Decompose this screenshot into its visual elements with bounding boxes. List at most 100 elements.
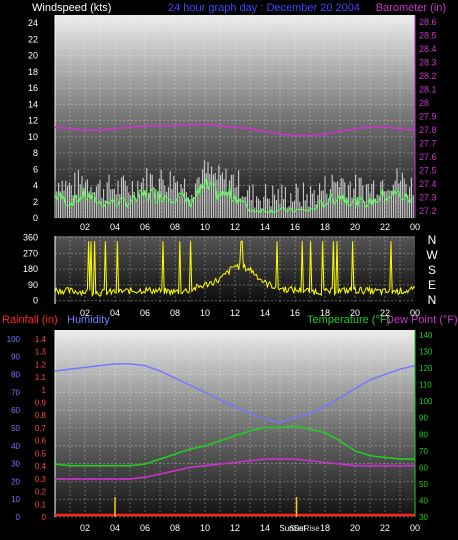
- windspeed-tick-label: 20: [28, 51, 38, 61]
- middle-x-tick-label: 10: [200, 308, 210, 318]
- temperature-tick-label: 120: [419, 364, 433, 373]
- rainfall-tick-label: 0.2: [35, 488, 47, 497]
- humidity-axis-title: Humidity: [67, 314, 110, 326]
- windspeed-axis-title: Windspeed (kts): [32, 2, 111, 14]
- temperature-line: [54, 425, 415, 467]
- bottom-x-tick-label: 12: [230, 523, 240, 533]
- windspeed-tick-label: 8: [33, 148, 38, 158]
- rainfall-tick-label: 1.1: [35, 373, 47, 382]
- humidity-tick-label: 80: [11, 371, 20, 380]
- compass-label: S: [428, 263, 436, 277]
- bottom-x-tick-label: 14: [260, 523, 270, 533]
- wind-direction-line: [54, 240, 416, 298]
- top-x-tick-label: 08: [170, 222, 180, 232]
- middle-x-tick-label: 04: [110, 308, 120, 318]
- humidity-tick-label: 50: [11, 424, 20, 433]
- middle-x-tick-label: 08: [170, 308, 180, 318]
- bottom-x-tick-label: 04: [110, 523, 120, 533]
- humidity-tick-label: 40: [11, 442, 20, 451]
- top-x-tick-label: 12: [230, 222, 240, 232]
- rainfall-tick-label: 0.9: [35, 399, 47, 408]
- barometer-axis-title: Barometer (in): [376, 2, 446, 14]
- top-plot-area: [55, 15, 415, 218]
- bottom-plot-area: [55, 330, 415, 517]
- middle-x-tick-label: 12: [230, 308, 240, 318]
- temperature-tick-label: 80: [419, 430, 428, 439]
- wind-average-line: [54, 177, 414, 215]
- top-x-tick-label: 20: [350, 222, 360, 232]
- temperature-tick-label: 100: [419, 397, 433, 406]
- direction-tick-label: 180: [23, 264, 38, 274]
- middle-x-tick-label: 16: [290, 308, 300, 318]
- bottom-x-tick-label: 02: [80, 523, 90, 533]
- rainfall-tick-label: 0: [42, 513, 47, 522]
- bottom-x-tick-label: 10: [200, 523, 210, 533]
- rainfall-tick-label: 0.1: [35, 500, 47, 509]
- humidity-tick-label: 100: [7, 335, 21, 344]
- middle-x-tick-label: 14: [260, 308, 270, 318]
- humidity-tick-label: 30: [11, 460, 20, 469]
- top-x-tick-label: 10: [200, 222, 210, 232]
- windspeed-tick-label: 0: [33, 213, 38, 223]
- sunset-label: SunSet: [279, 524, 306, 533]
- middle-x-tick-label: 02: [80, 308, 90, 318]
- windspeed-tick-label: 14: [28, 99, 38, 109]
- windspeed-tick-label: 2: [33, 197, 38, 207]
- bottom-x-tick-label: 20: [350, 523, 360, 533]
- temperature-tick-label: 60: [419, 463, 428, 472]
- bottom-x-tick-label: 06: [140, 523, 150, 533]
- barometer-tick-label: 28.2: [419, 71, 437, 81]
- dewpoint-axis-title: Dew Point (°F): [386, 314, 458, 326]
- barometer-tick-label: 28: [419, 98, 429, 108]
- direction-tick-label: 90: [28, 280, 38, 290]
- top-x-tick-label: 16: [290, 222, 300, 232]
- windspeed-tick-label: 18: [28, 67, 38, 77]
- bottom-x-tick-label: 00: [410, 523, 420, 533]
- temperature-tick-label: 70: [419, 447, 428, 456]
- middle-x-tick-label: 22: [380, 308, 390, 318]
- humidity-tick-label: 60: [11, 406, 20, 415]
- temperature-axis-title: Temperature (°F): [307, 314, 390, 326]
- compass-label: N: [428, 233, 437, 247]
- temperature-tick-label: 30: [419, 513, 428, 522]
- top-x-tick-label: 04: [110, 222, 120, 232]
- rainfall-tick-label: 0.7: [35, 424, 47, 433]
- compass-label: N: [428, 293, 437, 307]
- barometer-tick-label: 27.5: [419, 166, 437, 176]
- rainfall-tick-label: 1: [42, 386, 47, 395]
- windspeed-tick-label: 16: [28, 83, 38, 93]
- rainfall-axis-title: Rainfall (in): [2, 314, 58, 326]
- middle-x-tick-label: 20: [350, 308, 360, 318]
- compass-label: E: [428, 278, 436, 292]
- barometer-tick-label: 28.3: [419, 57, 437, 67]
- humidity-tick-label: 70: [11, 388, 20, 397]
- temperature-tick-label: 40: [419, 496, 428, 505]
- rainfall-tick-label: 0.8: [35, 411, 47, 420]
- rainfall-tick-label: 1.2: [35, 360, 47, 369]
- rainfall-tick-label: 1.4: [35, 335, 47, 344]
- direction-tick-label: 0: [33, 296, 38, 306]
- direction-tick-label: 270: [23, 248, 38, 258]
- direction-tick-label: 360: [23, 233, 38, 243]
- bottom-x-tick-label: 08: [170, 523, 180, 533]
- barometer-line: [54, 123, 416, 137]
- middle-x-tick-label: 06: [140, 308, 150, 318]
- top-x-tick-label: 00: [410, 222, 420, 232]
- top-x-tick-label: 18: [320, 222, 330, 232]
- dewpoint-line: [55, 458, 415, 480]
- top-x-tick-label: 14: [260, 222, 270, 232]
- humidity-tick-label: 20: [11, 477, 20, 486]
- barometer-tick-label: 27.4: [419, 179, 437, 189]
- barometer-tick-label: 27.7: [419, 139, 437, 149]
- chart-title: 24 hour graph day : December 20 2004: [168, 2, 360, 14]
- barometer-tick-label: 27.9: [419, 112, 437, 122]
- humidity-line: [54, 363, 416, 424]
- top-x-tick-label: 02: [80, 222, 90, 232]
- middle-x-tick-label: 18: [320, 308, 330, 318]
- sunrise-label: SunRise: [289, 524, 320, 533]
- windspeed-tick-label: 24: [28, 18, 38, 28]
- barometer-tick-label: 28.1: [419, 84, 437, 94]
- temperature-tick-label: 110: [419, 381, 432, 390]
- temperature-tick-label: 130: [419, 348, 433, 357]
